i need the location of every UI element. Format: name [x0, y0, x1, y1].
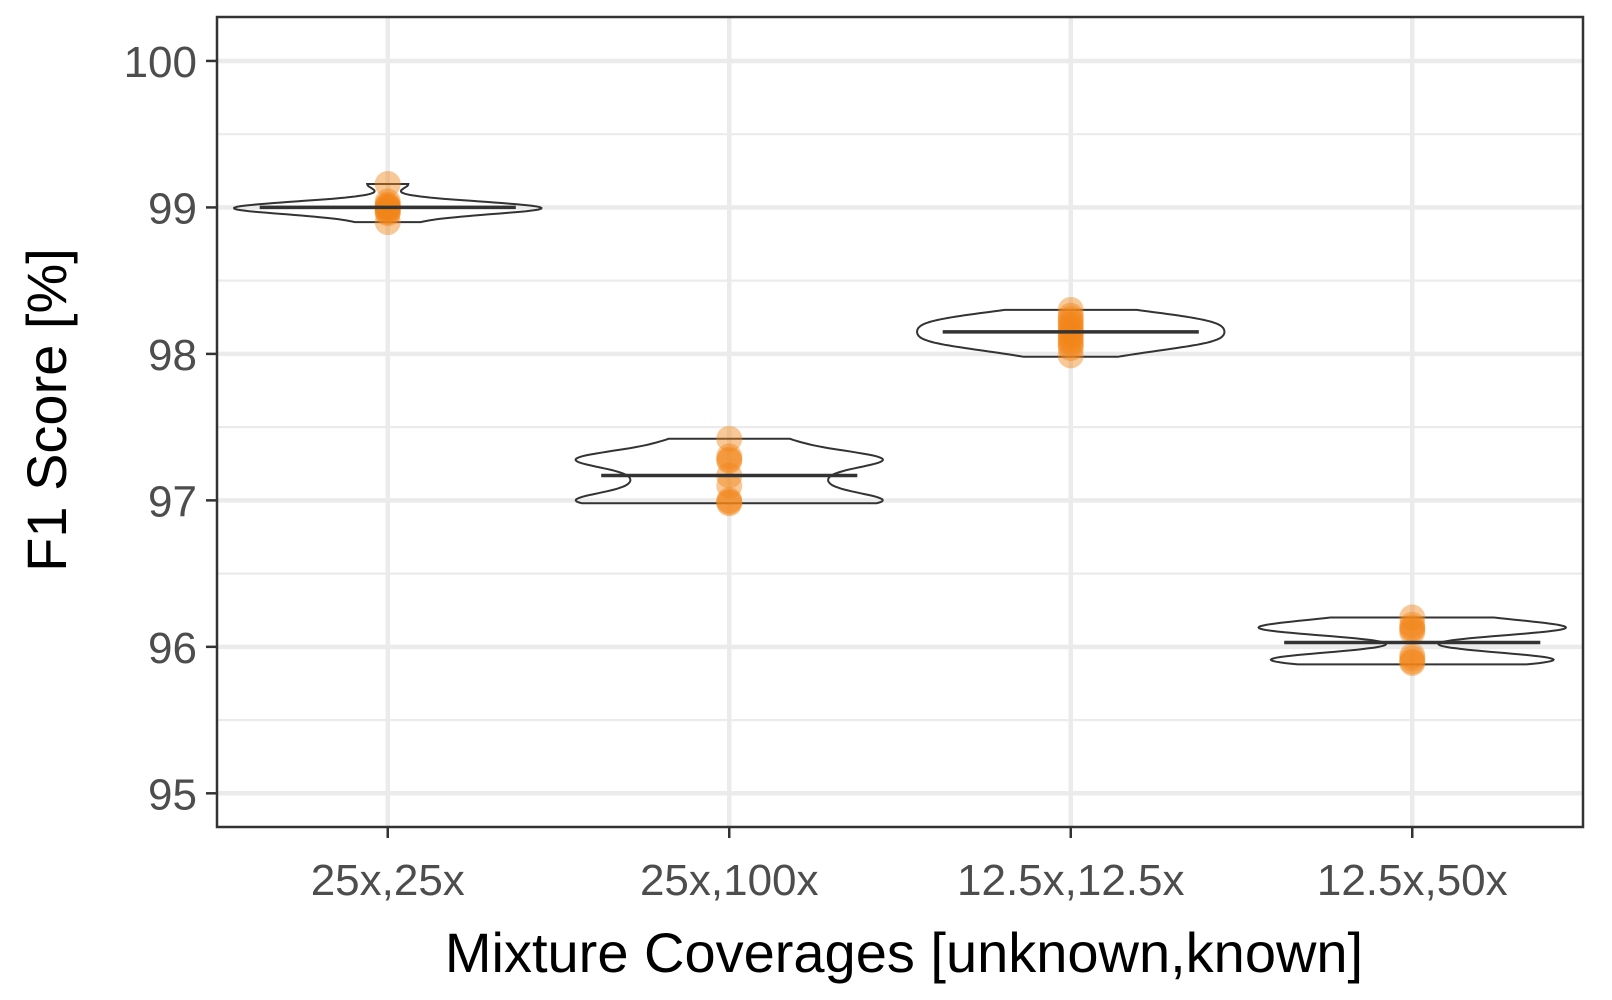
data-point	[374, 209, 401, 236]
data-point	[1057, 323, 1084, 350]
median-lines	[259, 205, 1541, 645]
data-point	[716, 443, 743, 470]
y-tick-label: 98	[148, 331, 197, 380]
panel-border	[215, 15, 1585, 829]
y-axis-title: F1 Score [%]	[15, 248, 78, 572]
violin-1	[232, 183, 543, 224]
y-tick-label: 100	[124, 38, 197, 87]
y-tick-label: 96	[148, 624, 197, 673]
x-axis-title: Mixture Coverages [unknown,known]	[445, 921, 1363, 984]
violin-3	[916, 308, 1226, 358]
data-point	[1399, 611, 1426, 638]
grid-lines	[217, 17, 1583, 827]
data-point	[716, 490, 743, 517]
y-tick-label: 95	[148, 770, 197, 819]
x-tick-label: 25x,25x	[311, 856, 465, 905]
data-point	[1057, 305, 1084, 332]
y-tick-label: 97	[148, 477, 197, 526]
y-tick-label: 99	[148, 184, 197, 233]
data-point	[1057, 329, 1084, 356]
x-tick-label: 25x,100x	[640, 856, 819, 905]
data-point	[1399, 619, 1426, 646]
data-point	[716, 472, 743, 499]
data-point	[1399, 642, 1426, 669]
data-point	[1057, 308, 1084, 335]
data-point	[716, 425, 743, 452]
data-point	[1057, 302, 1084, 329]
data-point	[716, 488, 743, 515]
x-tick-label: 12.5x,50x	[1317, 856, 1508, 905]
violin-4	[1257, 616, 1568, 666]
y-axis: 95 96 97 98 99 100	[124, 38, 217, 819]
data-point	[1057, 332, 1084, 359]
data-point	[374, 197, 401, 224]
data-point	[374, 198, 401, 225]
violins	[232, 183, 1568, 666]
data-point	[1057, 296, 1084, 323]
x-axis: 25x,25x 25x,100x 12.5x,12.5x 12.5x,50x	[311, 827, 1508, 905]
data-point	[1057, 335, 1084, 362]
data-point	[1399, 604, 1426, 631]
data-point	[1057, 342, 1084, 369]
data-point	[374, 191, 401, 218]
violin-2	[574, 437, 884, 505]
data-point	[716, 487, 743, 514]
data-point	[1399, 648, 1426, 675]
data-point	[1399, 616, 1426, 643]
data-point	[716, 446, 743, 473]
data-point	[716, 447, 743, 474]
data-point	[1399, 649, 1426, 676]
data-point	[374, 170, 401, 197]
x-tick-label: 12.5x,12.5x	[957, 856, 1185, 905]
data-point	[1057, 314, 1084, 341]
data-point	[1399, 645, 1426, 672]
data-point	[1399, 614, 1426, 641]
